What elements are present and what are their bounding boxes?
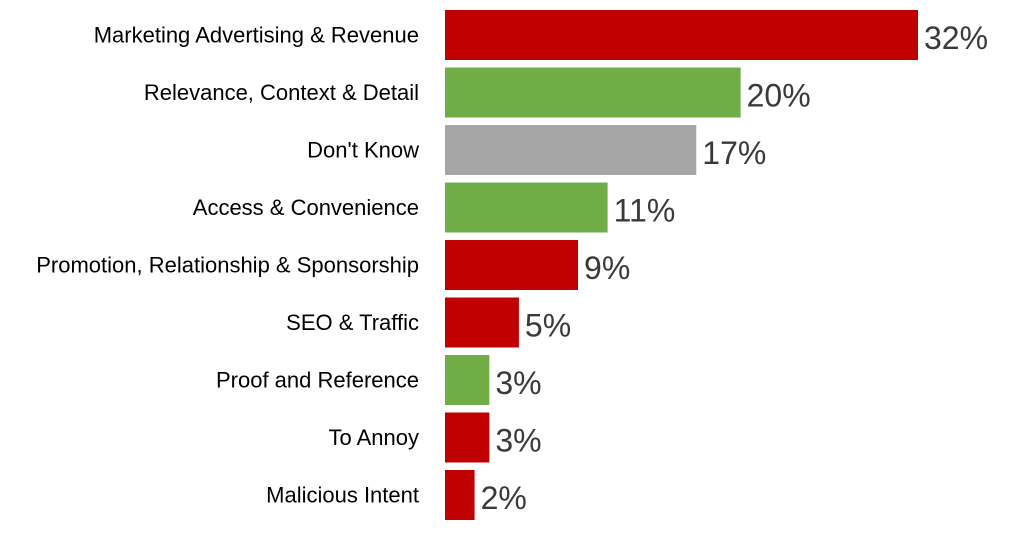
category-label-3: Access & Convenience xyxy=(193,195,419,220)
bar-6 xyxy=(445,355,490,405)
bar-4 xyxy=(445,240,579,290)
category-label-1: Relevance, Context & Detail xyxy=(144,80,419,105)
value-label-7: 3% xyxy=(495,423,541,459)
category-label-6: Proof and Reference xyxy=(216,368,419,393)
bar-8 xyxy=(445,470,475,520)
value-label-5: 5% xyxy=(525,308,571,344)
category-label-4: Promotion, Relationship & Sponsorship xyxy=(36,253,419,278)
value-label-3: 11% xyxy=(614,193,676,229)
bar-2 xyxy=(445,125,697,175)
category-labels: Marketing Advertising & Revenue Relevance… xyxy=(36,23,419,508)
bar-7 xyxy=(445,412,490,463)
category-label-0: Marketing Advertising & Revenue xyxy=(94,23,419,48)
bar-0 xyxy=(445,10,918,60)
value-label-0: 32% xyxy=(924,20,988,56)
value-label-6: 3% xyxy=(495,365,541,401)
category-label-8: Malicious Intent xyxy=(266,483,419,508)
value-label-2: 17% xyxy=(702,135,766,171)
bars-group xyxy=(445,10,918,520)
value-label-1: 20% xyxy=(747,78,811,114)
bar-3 xyxy=(445,182,608,233)
category-label-5: SEO & Traffic xyxy=(286,310,419,335)
value-labels: 32% 20% 17% 11% 9% 5% 3% 3% 2% xyxy=(481,20,988,516)
category-label-7: To Annoy xyxy=(328,425,419,450)
value-label-4: 9% xyxy=(584,250,630,286)
value-label-8: 2% xyxy=(481,480,527,516)
bar-1 xyxy=(445,67,741,118)
category-label-2: Don't Know xyxy=(307,138,419,163)
bar-5 xyxy=(445,297,519,348)
